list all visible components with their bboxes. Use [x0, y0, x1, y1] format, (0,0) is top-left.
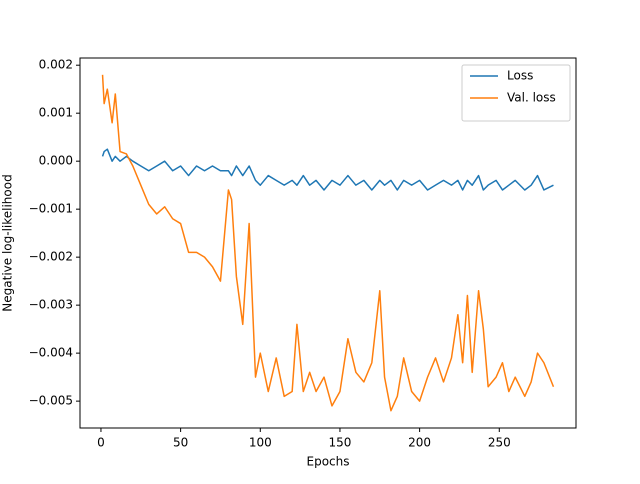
- series-line: [101, 74, 555, 412]
- y-tick-label: −0.005: [29, 394, 73, 408]
- x-axis-label: Epochs: [307, 455, 350, 469]
- y-axis-label: Negative log-likelihood: [1, 174, 15, 311]
- y-tick-label: −0.004: [29, 346, 73, 360]
- x-tick-label: 0: [97, 436, 105, 450]
- plot-frame: [79, 57, 577, 429]
- x-tick-label: 50: [173, 436, 188, 450]
- y-tick-label: 0.002: [39, 58, 73, 72]
- x-tick-label: 200: [408, 436, 431, 450]
- x-tick-label: 150: [328, 436, 351, 450]
- y-tick-label: 0.000: [39, 154, 73, 168]
- legend-box: [461, 64, 571, 122]
- legend-label: Val. loss: [507, 91, 556, 105]
- y-tick-label: −0.001: [29, 202, 73, 216]
- x-tick-label: 250: [488, 436, 511, 450]
- y-tick-label: 0.001: [39, 106, 73, 120]
- series-line: [101, 148, 554, 191]
- y-tick-label: −0.003: [29, 298, 73, 312]
- y-tick-label: −0.002: [29, 250, 73, 264]
- x-tick-label: 100: [249, 436, 272, 450]
- legend-label: Loss: [507, 69, 533, 83]
